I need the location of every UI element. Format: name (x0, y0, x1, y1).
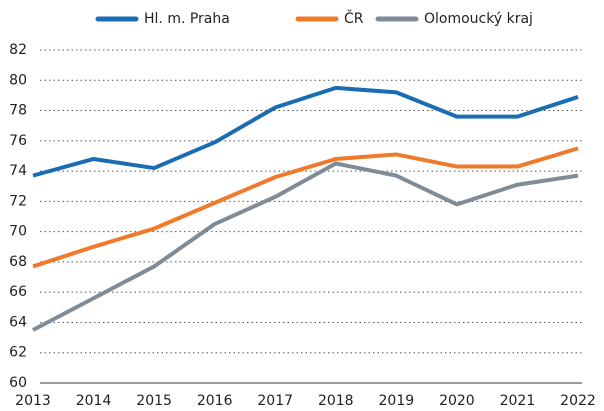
y-tick-label: 74 (9, 163, 27, 179)
y-tick-label: 80 (9, 72, 27, 88)
legend-label: Olomoucký kraj (424, 11, 533, 27)
x-tick-label: 2013 (15, 393, 51, 409)
y-tick-label: 60 (9, 375, 27, 391)
x-tick-label: 2018 (318, 393, 354, 409)
x-tick-label: 2016 (197, 393, 233, 409)
x-tick-label: 2015 (136, 393, 172, 409)
legend-label: ČR (344, 9, 364, 27)
x-tick-label: 2022 (560, 393, 596, 409)
y-tick-label: 78 (9, 103, 27, 119)
y-tick-label: 62 (9, 345, 27, 361)
x-tick-label: 2014 (76, 393, 112, 409)
x-tick-label: 2017 (257, 393, 293, 409)
x-tick-label: 2020 (439, 393, 475, 409)
x-tick-label: 2019 (379, 393, 415, 409)
y-tick-label: 66 (9, 284, 27, 300)
y-tick-label: 68 (9, 254, 27, 270)
y-tick-label: 64 (9, 314, 27, 330)
series-line (32, 146, 579, 269)
y-tick-label: 72 (9, 193, 27, 209)
y-tick-label: 70 (9, 224, 27, 240)
series-line (32, 161, 579, 332)
y-tick-label: 82 (9, 42, 27, 58)
x-tick-label: 2021 (500, 393, 536, 409)
y-tick-label: 76 (9, 133, 27, 149)
series-line (32, 85, 579, 178)
legend-label: Hl. m. Praha (144, 11, 230, 27)
